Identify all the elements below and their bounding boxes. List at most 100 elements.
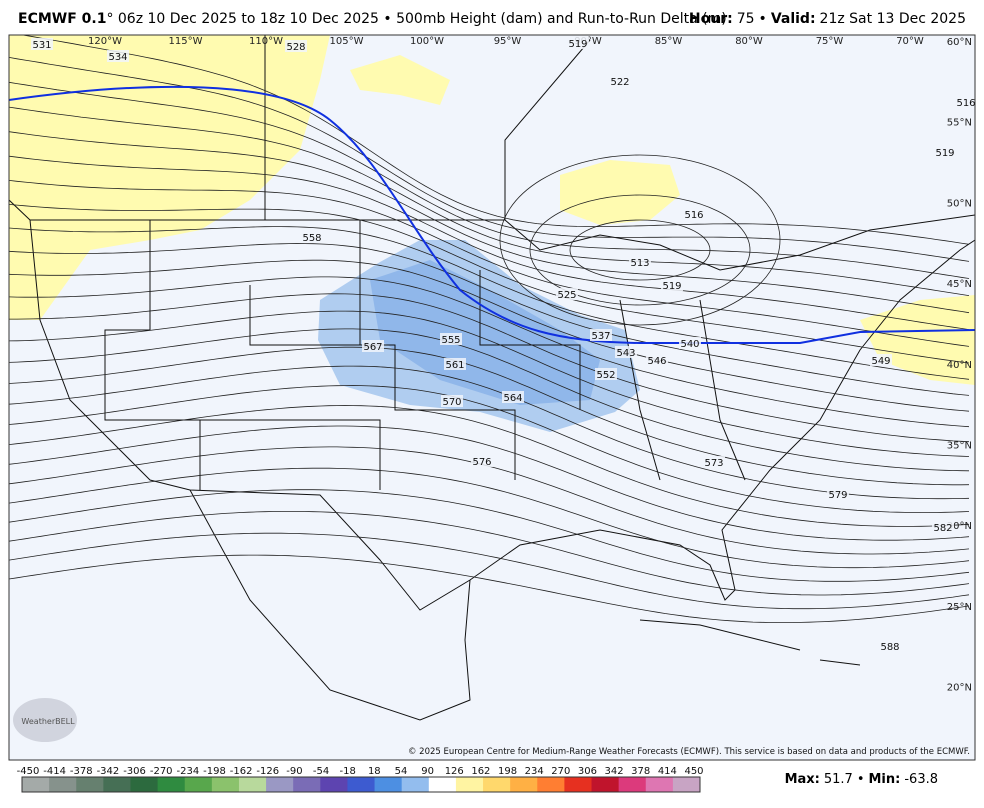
- height-contour: [9, 131, 970, 314]
- colorbar-label: 198: [498, 766, 517, 777]
- contour-label: 519: [935, 148, 954, 159]
- contour-label: 528: [286, 42, 305, 53]
- contour-label-bg: [502, 391, 524, 403]
- contour-label-bg: [31, 38, 53, 50]
- contour-label: 516: [684, 210, 703, 221]
- latitude-label: 60°N: [947, 37, 972, 48]
- colorbar-label: 234: [525, 766, 544, 777]
- latitude-label: 40°N: [947, 360, 972, 371]
- colorbar-swatch: [672, 777, 701, 792]
- contour-label: 576: [472, 457, 491, 468]
- colorbar-swatch: [238, 777, 267, 792]
- height-contour: [9, 293, 970, 443]
- colorbar-label: 90: [421, 766, 434, 777]
- colorbar-label: 54: [395, 766, 408, 777]
- height-contour: [9, 180, 970, 347]
- colorbar-label: 378: [631, 766, 650, 777]
- height-contour: [9, 346, 970, 486]
- colorbar-label: -18: [340, 766, 356, 777]
- contour-label-bg: [609, 75, 631, 87]
- positive-delta: [9, 35, 330, 320]
- colorbar-swatch: [428, 777, 457, 792]
- colorbar-swatch: [645, 777, 674, 792]
- header-left: ECMWF 0.1 ° 06z 10 Dec 2025 to 18z 10 De…: [18, 11, 727, 27]
- copyright: © 2025 European Centre for Medium-Range …: [408, 747, 970, 757]
- colorbar-swatch: [266, 777, 294, 792]
- contour-label: 525: [557, 290, 576, 301]
- description: ° 06z 10 Dec 2025 to 18z 10 Dec 2025 • 5…: [106, 11, 727, 27]
- height-contour: [9, 243, 970, 396]
- contour-label-bg: [444, 358, 466, 370]
- logo-text: WeatherBELL: [21, 717, 75, 726]
- height-contour: [9, 532, 970, 610]
- max: 51.7: [823, 772, 853, 787]
- colorbar-label: -270: [150, 766, 173, 777]
- colorbar-label: 414: [658, 766, 677, 777]
- contour-label-bg: [590, 329, 612, 341]
- colorbar-label: 18: [368, 766, 381, 777]
- boundaries: [9, 35, 975, 721]
- height-contour: [9, 276, 970, 428]
- contour-labels: 120°W115°W110°W105°W100°W95°W90°W85°W80°…: [31, 36, 975, 694]
- contour-label: 519: [662, 281, 681, 292]
- colorbar-swatch: [483, 777, 511, 792]
- max-label: Max:: [784, 772, 820, 787]
- contour-label: 555: [441, 335, 460, 346]
- colorbar-swatch: [293, 777, 321, 792]
- longitude-label: 75°W: [816, 36, 844, 47]
- height-contour: [499, 154, 781, 326]
- colorbar-label: 126: [445, 766, 464, 777]
- contour-label-bg: [679, 337, 701, 349]
- colorbar-swatch: [49, 777, 77, 792]
- height-contour: [9, 106, 970, 296]
- contour-label: 537: [591, 331, 610, 342]
- contour-label-bg: [440, 333, 462, 345]
- colorbar-swatch: [130, 777, 159, 792]
- colorbar-label: -306: [123, 766, 146, 777]
- colorbar-label: -342: [97, 766, 120, 777]
- contour-label-bg: [932, 521, 954, 533]
- contour-label-bg: [441, 395, 463, 407]
- colorbar-label: -234: [176, 766, 199, 777]
- colorbar-label: -450: [17, 766, 40, 777]
- colorbar-frame: [21, 776, 701, 793]
- contour-label: 582: [933, 523, 952, 534]
- latitude-label: 30°N: [947, 521, 972, 532]
- stats: Max: 51.7 • Min: -63.8: [785, 772, 938, 787]
- map-layers: 120°W115°W110°W105°W100°W95°W90°W85°W80°…: [9, 35, 975, 760]
- height-contour: [9, 425, 970, 541]
- height-contour: [9, 511, 970, 596]
- contour-540-highlight: [9, 85, 975, 344]
- colorbar-swatch: [211, 777, 240, 792]
- contour-label-bg: [471, 455, 493, 467]
- contour-label-bg: [703, 456, 725, 468]
- height-contour: [9, 385, 970, 513]
- contour-label: 543: [616, 348, 635, 359]
- contour-label-bg: [301, 231, 323, 243]
- colorbar-swatch: [157, 777, 186, 792]
- colorbar-label: 306: [578, 766, 597, 777]
- contour-label-bg: [595, 368, 617, 380]
- separator: •: [856, 772, 865, 787]
- positive-delta: [350, 55, 450, 105]
- contour-label-bg: [556, 288, 578, 300]
- colorbar-swatch: [510, 777, 538, 792]
- latitude-label: 55°N: [947, 118, 972, 129]
- height-contour: [9, 489, 970, 582]
- contour-label-bg: [615, 346, 637, 358]
- colorbar-label: -198: [203, 766, 226, 777]
- latitude-label: 45°N: [947, 279, 972, 290]
- contour-label: 516: [956, 98, 975, 109]
- longitude-label: 70°W: [896, 36, 924, 47]
- colorbar-swatch: [564, 777, 593, 792]
- min-label: Min:: [868, 772, 901, 787]
- height-contour: [9, 259, 970, 412]
- colorbar-swatch: [76, 777, 104, 792]
- longitude-label: 115°W: [169, 36, 203, 47]
- latitude-label: 50°N: [947, 198, 972, 209]
- contour-label-bg: [827, 488, 849, 500]
- colorbar-swatch: [374, 777, 403, 792]
- height-contour: [9, 554, 970, 623]
- latitude-label: 35°N: [947, 441, 972, 452]
- contour-label: 552: [596, 370, 615, 381]
